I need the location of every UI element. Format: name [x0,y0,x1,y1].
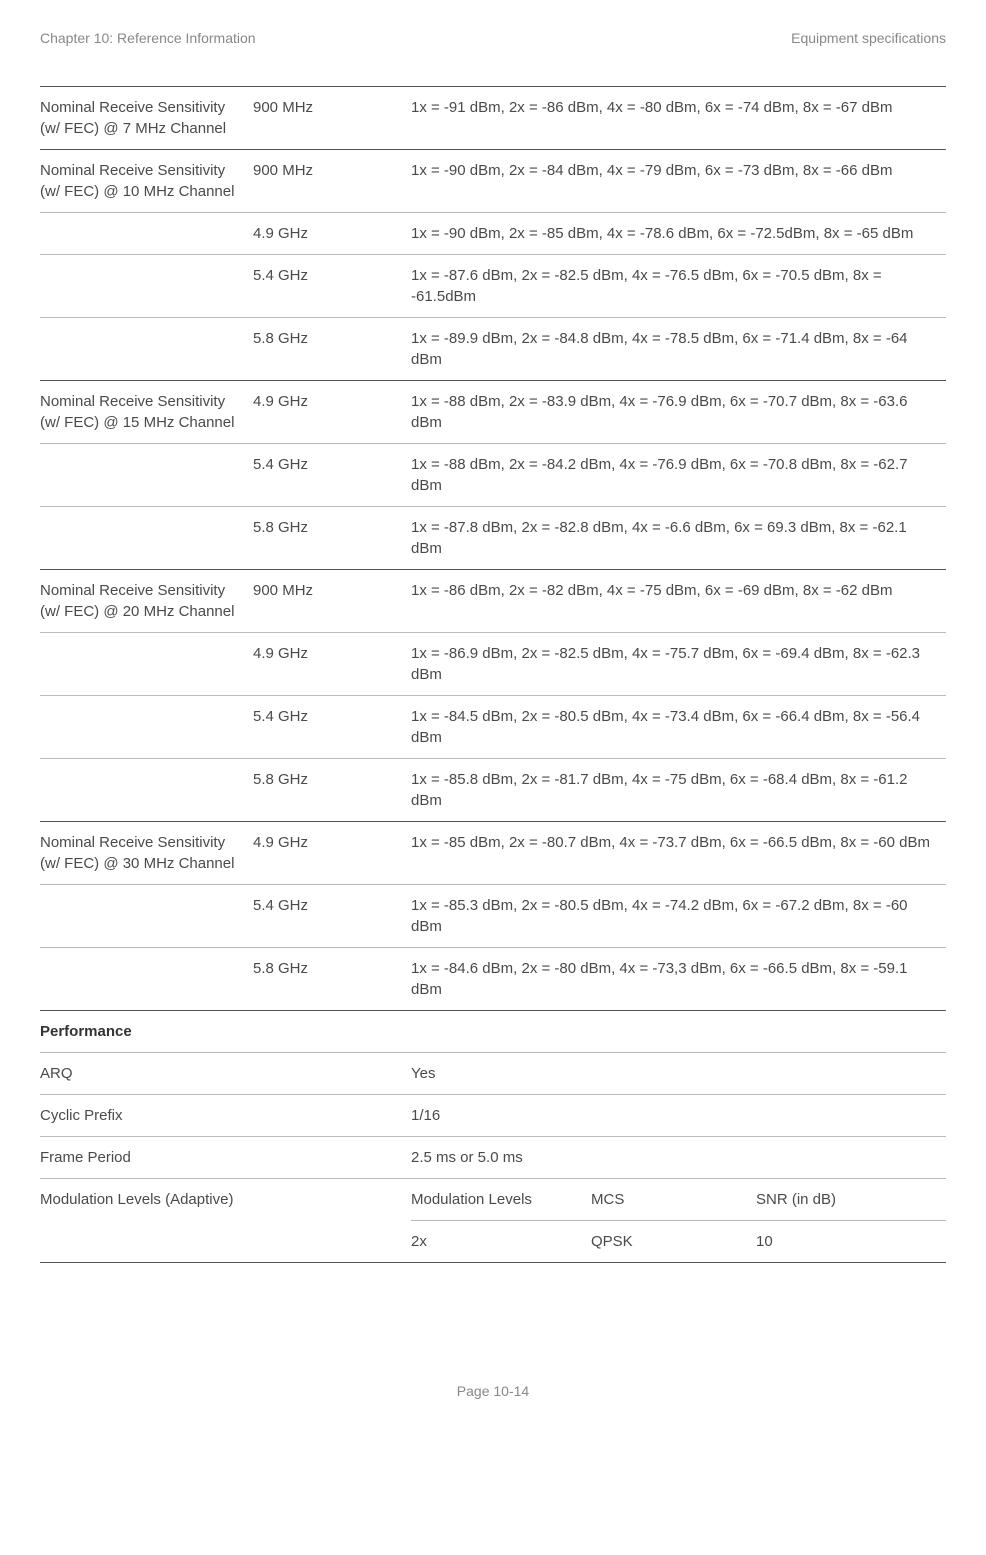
perf-value: 2.5 ms or 5.0 ms [411,1137,946,1179]
value-cell: 1x = -89.9 dBm, 2x = -84.8 dBm, 4x = -78… [411,318,946,381]
header-right: Equipment specifications [791,30,946,46]
value-cell: 1x = -86 dBm, 2x = -82 dBm, 4x = -75 dBm… [411,570,946,633]
mod-row: 2xQPSK10 [411,1221,946,1263]
freq-cell: 5.4 GHz [253,696,411,759]
param-label [40,696,253,759]
perf-label: ARQ [40,1053,411,1095]
value-cell: 1x = -87.8 dBm, 2x = -82.8 dBm, 4x = -6.… [411,507,946,570]
value-cell: 1x = -85.3 dBm, 2x = -80.5 dBm, 4x = -74… [411,885,946,948]
freq-cell: 5.4 GHz [253,444,411,507]
param-label [40,885,253,948]
value-cell: 1x = -85 dBm, 2x = -80.7 dBm, 4x = -73.7… [411,822,946,885]
page-footer: Page 10-14 [40,1383,946,1399]
value-cell: 1x = -87.6 dBm, 2x = -82.5 dBm, 4x = -76… [411,255,946,318]
param-label [40,255,253,318]
param-label [40,633,253,696]
param-label [40,318,253,381]
freq-cell: 900 MHz [253,570,411,633]
perf-label: Cyclic Prefix [40,1095,411,1137]
freq-cell: 4.9 GHz [253,381,411,444]
value-cell: 1x = -84.5 dBm, 2x = -80.5 dBm, 4x = -73… [411,696,946,759]
param-label [40,213,253,255]
freq-cell: 4.9 GHz [253,633,411,696]
value-cell: 1x = -91 dBm, 2x = -86 dBm, 4x = -80 dBm… [411,87,946,150]
freq-cell: 5.8 GHz [253,948,411,1011]
freq-cell: 5.8 GHz [253,759,411,822]
freq-cell: 4.9 GHz [253,213,411,255]
value-cell: 1x = -90 dBm, 2x = -85 dBm, 4x = -78.6 d… [411,213,946,255]
value-cell: 1x = -88 dBm, 2x = -83.9 dBm, 4x = -76.9… [411,381,946,444]
header-left: Chapter 10: Reference Information [40,30,256,46]
param-label [40,759,253,822]
performance-heading: Performance [40,1011,946,1053]
param-label [40,444,253,507]
value-cell: 1x = -86.9 dBm, 2x = -82.5 dBm, 4x = -75… [411,633,946,696]
freq-cell: 900 MHz [253,150,411,213]
freq-cell: 5.4 GHz [253,255,411,318]
freq-cell: 4.9 GHz [253,822,411,885]
param-label [40,948,253,1011]
perf-value: Yes [411,1053,946,1095]
perf-label: Frame Period [40,1137,411,1179]
param-label: Nominal Receive Sensitivity (w/ FEC) @ 1… [40,381,253,444]
mod-headers: Modulation LevelsMCSSNR (in dB) [411,1179,946,1221]
value-cell: 1x = -84.6 dBm, 2x = -80 dBm, 4x = -73,3… [411,948,946,1011]
freq-cell: 5.8 GHz [253,318,411,381]
param-label: Nominal Receive Sensitivity (w/ FEC) @ 3… [40,822,253,885]
freq-cell: 5.4 GHz [253,885,411,948]
mod-label: Modulation Levels (Adaptive) [40,1179,411,1263]
value-cell: 1x = -85.8 dBm, 2x = -81.7 dBm, 4x = -75… [411,759,946,822]
value-cell: 1x = -90 dBm, 2x = -84 dBm, 4x = -79 dBm… [411,150,946,213]
param-label: Nominal Receive Sensitivity (w/ FEC) @ 1… [40,150,253,213]
param-label [40,507,253,570]
freq-cell: 5.8 GHz [253,507,411,570]
param-label: Nominal Receive Sensitivity (w/ FEC) @ 2… [40,570,253,633]
freq-cell: 900 MHz [253,87,411,150]
spec-table: Nominal Receive Sensitivity (w/ FEC) @ 7… [40,86,946,1263]
param-label: Nominal Receive Sensitivity (w/ FEC) @ 7… [40,87,253,150]
value-cell: 1x = -88 dBm, 2x = -84.2 dBm, 4x = -76.9… [411,444,946,507]
perf-value: 1/16 [411,1095,946,1137]
